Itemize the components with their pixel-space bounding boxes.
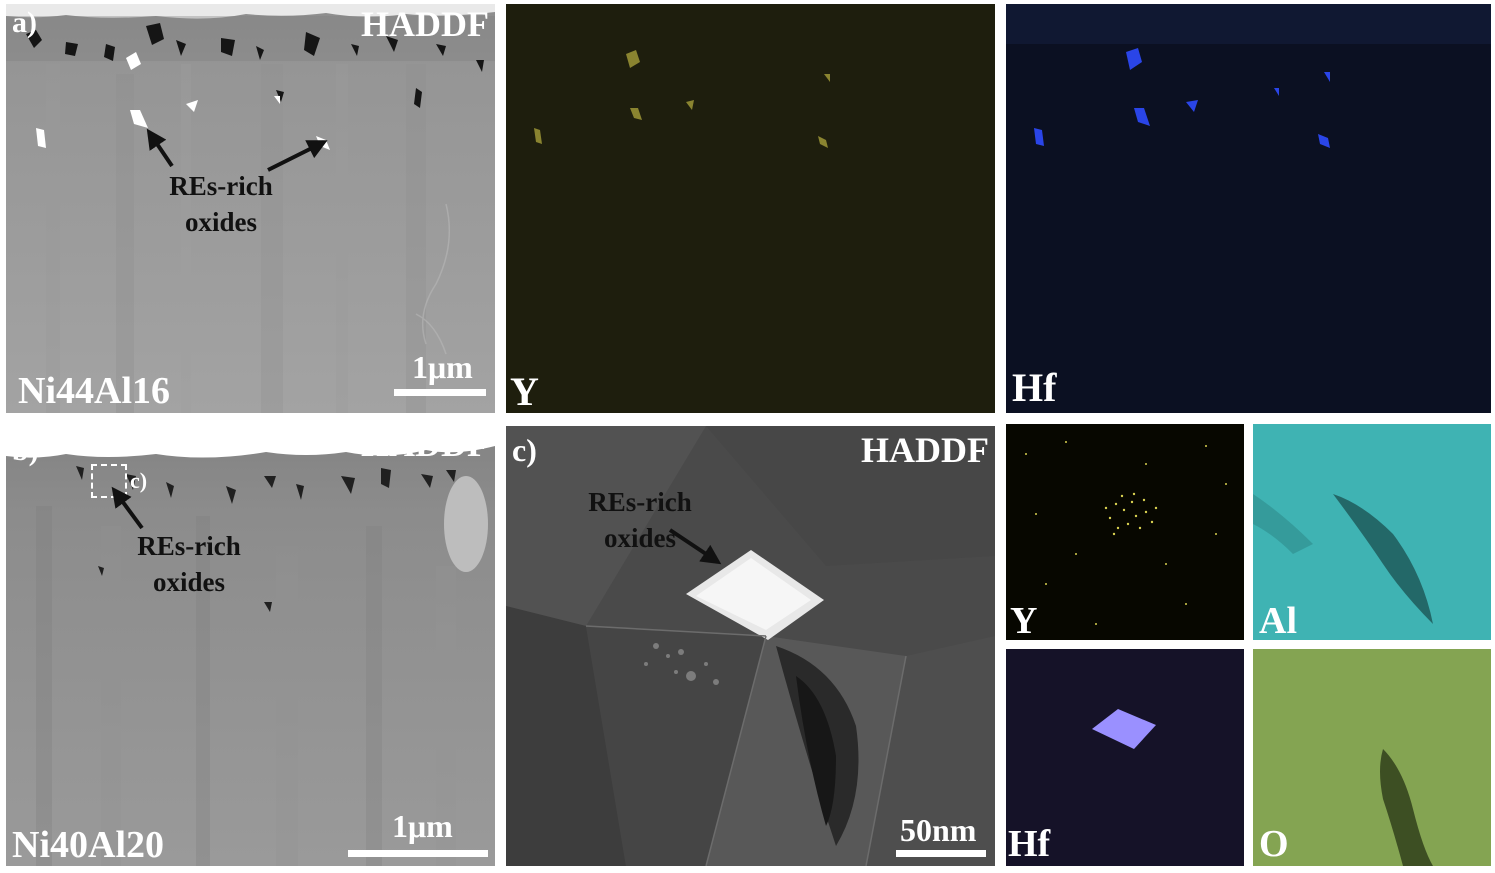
map-al-small-label: Al [1259, 600, 1297, 640]
panel-c-annotation: REs-rich oxides [570, 484, 710, 556]
panel-c-mode-label: HADDF [861, 430, 989, 470]
map-y-small: Y [1006, 424, 1244, 640]
map-y-top: Y [506, 4, 995, 413]
panel-b-inset-ref: c) [130, 468, 148, 493]
panel-c: c) HADDF REs-rich oxides 50nm [506, 426, 995, 866]
panel-a-annotation-line2: oxides [184, 207, 257, 237]
panel-c-scale-label: 50nm [900, 812, 977, 848]
map-y-top-label: Y [510, 369, 539, 413]
panel-b-annotation-line1: REs-rich [137, 531, 241, 561]
panel-a: a) HADDF Ni44Al16 1μm REs-rich oxides [6, 4, 495, 413]
panel-c-scale-bar [896, 850, 986, 857]
map-hf-small-image [1006, 649, 1244, 866]
panel-c-micrograph [506, 426, 995, 866]
panel-b-scale-label: 1μm [392, 808, 453, 844]
panel-c-annotation-line2: oxides [603, 523, 676, 553]
map-y-small-label: Y [1010, 600, 1038, 640]
panel-b-mode-label: HADDF [361, 426, 489, 464]
map-hf-top: Hf [1006, 4, 1491, 413]
map-o-small: O [1253, 649, 1491, 866]
panel-c-letter: c) [512, 432, 537, 468]
map-hf-top-label: Hf [1012, 365, 1057, 410]
panel-c-annotation-line1: REs-rich [588, 487, 692, 517]
panel-b-annotation: REs-rich oxides [124, 528, 254, 600]
panel-a-letter: a) [12, 6, 37, 39]
map-o-small-image [1253, 649, 1491, 866]
map-al-small: Al [1253, 424, 1491, 640]
panel-b: c) b) HADDF REs-rich oxides Ni40Al20 1μm [6, 426, 495, 866]
map-hf-small: Hf [1006, 649, 1244, 866]
panel-b-micrograph [6, 426, 495, 866]
panel-a-scale-bar [394, 389, 486, 396]
panel-a-mode-label: HADDF [361, 4, 489, 44]
map-y-top-image [506, 4, 995, 413]
panel-a-annotation-line1: REs-rich [169, 171, 273, 201]
map-al-small-image [1253, 424, 1491, 640]
panel-b-sample-label: Ni40Al20 [12, 824, 164, 866]
panel-b-inset-box [91, 464, 127, 498]
panel-b-annotation-line2: oxides [152, 567, 225, 597]
map-y-small-image [1006, 424, 1244, 640]
panel-a-annotation: REs-rich oxides [156, 168, 286, 240]
panel-b-scale-bar [348, 850, 488, 857]
map-hf-small-label: Hf [1008, 823, 1051, 865]
panel-a-sample-label: Ni44Al16 [18, 370, 170, 412]
panel-a-scale-label: 1μm [412, 349, 473, 385]
panel-b-letter: b) [12, 434, 39, 467]
map-o-small-label: O [1259, 823, 1289, 865]
panel-a-micrograph [6, 4, 495, 413]
map-hf-top-image [1006, 4, 1491, 413]
